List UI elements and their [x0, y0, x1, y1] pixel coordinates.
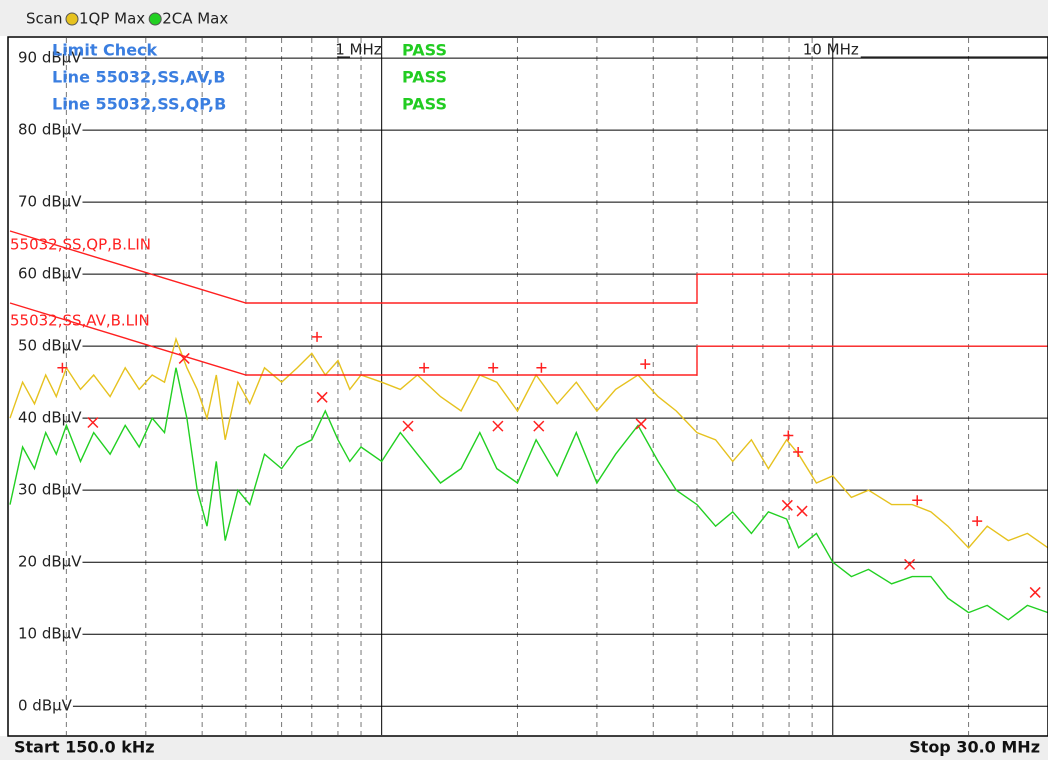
y-tick-label: 60 dBµV [18, 265, 82, 283]
peak-marker [796, 505, 808, 517]
peak-marker [912, 495, 923, 506]
stop-label: Stop 30.0 MHz [909, 738, 1040, 757]
y-tick-label: 30 dBµV [18, 481, 82, 499]
y-tick-label: 70 dBµV [18, 193, 82, 211]
y-tick-label: 50 dBµV [18, 337, 82, 355]
legend-label: 2CA Max [162, 10, 228, 28]
peak-marker [793, 447, 804, 458]
peak-marker [402, 420, 414, 432]
peak-marker [904, 558, 916, 570]
limit-line [9, 302, 1048, 376]
peak-marker [419, 362, 430, 373]
y-tick-label: 90 dBµV [18, 49, 82, 67]
peak-marker [640, 359, 651, 370]
legend-swatch [65, 12, 79, 26]
trace [9, 336, 1048, 549]
limit-line-label: 55032,SS,QP,B.LIN [10, 235, 151, 253]
limit-check-line-result: PASS [402, 95, 447, 114]
x-tick-label: 1 MHz [335, 41, 382, 59]
peak-marker [783, 430, 794, 441]
limit-check-result: PASS [402, 41, 447, 60]
peak-marker [488, 362, 499, 373]
peak-marker [87, 416, 99, 429]
trace [9, 367, 1048, 621]
footer-bar [0, 736, 1048, 760]
header-title: Scan [26, 10, 62, 28]
peak-marker [57, 362, 68, 373]
plot-frame [7, 36, 1048, 737]
overlay: 55032,SS,QP,B.LIN 55032,SS,AV,B.LIN Limit … [9, 41, 1048, 598]
peak-marker [781, 499, 793, 511]
y-tick-label: 20 dBµV [18, 553, 82, 571]
y-tick-label: 10 dBµV [18, 625, 82, 643]
peak-marker [492, 420, 504, 432]
limit-line-label: 55032,SS,AV,B.LIN [10, 311, 150, 329]
peak-marker [533, 420, 545, 432]
peak-marker [1029, 586, 1041, 598]
peak-marker [312, 331, 323, 342]
peak-marker [178, 352, 190, 364]
traces [9, 336, 1048, 621]
y-tick-label: 40 dBµV [18, 409, 82, 427]
peak-marker [635, 418, 647, 430]
limit-check-line: Line 55032,SS,QP,B [52, 95, 226, 114]
limit-check-line-result: PASS [402, 68, 447, 87]
x-tick-label: 10 MHz [803, 41, 859, 59]
grid: 1 MHz 10 MHz 0 dBµV 10 dBµV 20 dBµV 30 dBµV 40… [18, 38, 1048, 735]
y-tick-label: 80 dBµV [18, 121, 82, 139]
peak-marker [972, 516, 983, 527]
header-bar [0, 0, 1048, 36]
limit-check-line: Line 55032,SS,AV,B [52, 68, 226, 87]
limit-line [9, 230, 1048, 304]
peak-marker [536, 362, 547, 373]
peak-marker [316, 391, 328, 403]
legend-swatch [148, 12, 162, 26]
legend-label: 1QP Max [79, 10, 145, 28]
limit-check-title: Limit Check [52, 41, 158, 60]
y-tick-label: 0 dBµV [18, 697, 73, 715]
start-label: Start 150.0 kHz [14, 738, 155, 757]
